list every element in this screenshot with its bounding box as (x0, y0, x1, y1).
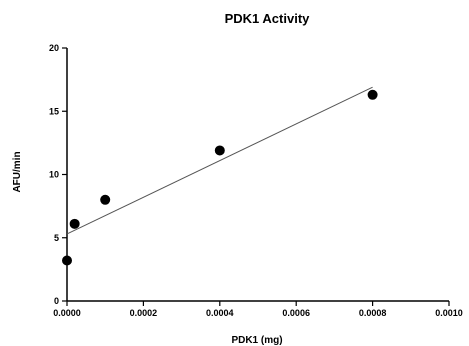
x-axis-label: PDK1 (mg) (231, 335, 282, 346)
data-point (62, 255, 72, 266)
x-tick-label: 0.0010 (435, 308, 463, 318)
y-tick-label: 15 (49, 106, 59, 116)
chart-title: PDK1 Activity (225, 11, 311, 26)
x-tick-label: 0.0004 (206, 308, 234, 318)
x-tick-label: 0.0000 (53, 308, 81, 318)
y-tick-label: 0 (54, 296, 59, 306)
x-tick-label: 0.0006 (282, 308, 310, 318)
data-point (367, 89, 378, 100)
axes: 0.0000 0.0002 0.0004 0.0006 0.0008 0.0010 0 5 10… (49, 43, 463, 318)
y-axis-label: AFU/min (12, 151, 23, 192)
data-point (100, 194, 111, 205)
y-tick-label: 20 (49, 43, 59, 53)
x-tick-label: 0.0008 (359, 308, 387, 318)
data-point (214, 145, 225, 156)
x-tick-label: 0.0002 (130, 308, 158, 318)
fit-line-group (66, 86, 373, 235)
y-tick-label: 10 (49, 170, 59, 180)
data-points (62, 89, 378, 266)
data-point (69, 218, 80, 229)
y-tick-label: 5 (54, 233, 59, 243)
fit-line (66, 86, 373, 235)
